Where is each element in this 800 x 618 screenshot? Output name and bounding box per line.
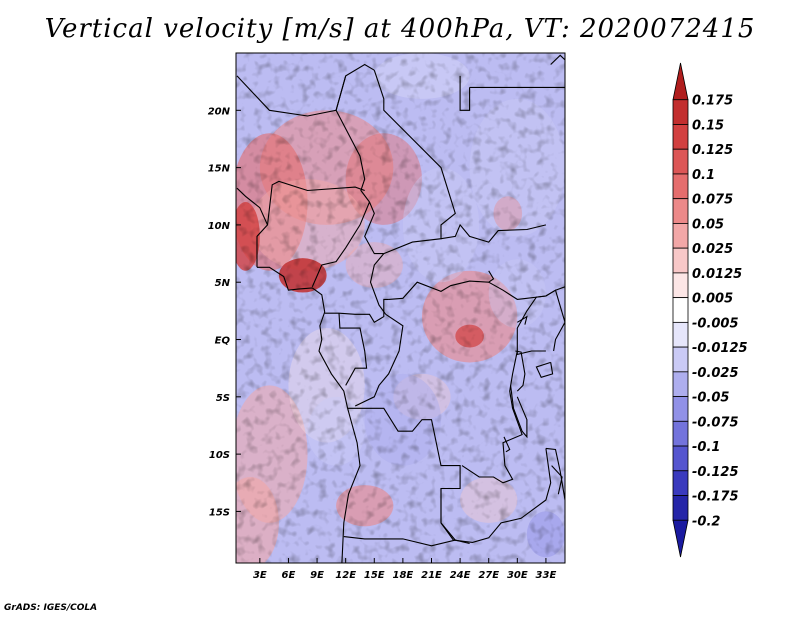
border-car-south bbox=[388, 270, 495, 300]
lon-tick-label: 30E bbox=[507, 570, 528, 581]
lon-tick-label: 12E bbox=[335, 570, 356, 581]
colorbar-label: -0.025 bbox=[692, 366, 739, 381]
colorbar-label: -0.125 bbox=[692, 465, 739, 480]
colorbar-segment bbox=[672, 519, 689, 558]
map-frame bbox=[235, 52, 566, 564]
colorbar-segment bbox=[672, 495, 689, 521]
lon-tick-label: 21E bbox=[421, 570, 442, 581]
colorbar-label: -0.175 bbox=[692, 490, 739, 505]
country-borders bbox=[236, 54, 565, 563]
border-congo-drc bbox=[354, 313, 404, 407]
coastline bbox=[257, 266, 361, 563]
border-gabon-congo bbox=[338, 313, 368, 386]
border-chad-west bbox=[335, 75, 384, 255]
colorbar-label: -0.1 bbox=[692, 440, 720, 455]
lake-victoria bbox=[535, 361, 554, 378]
colorbar-segment bbox=[672, 470, 689, 496]
colorbar-label: -0.0125 bbox=[692, 341, 748, 356]
latitude-axis: 20N 15N 10N 5N EQ 5S 10S 15S bbox=[208, 106, 241, 518]
lat-tick-label: 5S bbox=[216, 393, 230, 404]
lon-tick-label: 18E bbox=[393, 570, 414, 581]
colorbar: 0.175 0.15 0.125 0.1 0.075 0.05 0.025 0.0125 0.0… bbox=[672, 62, 748, 558]
border-nigeria-north bbox=[266, 180, 365, 225]
grads-credit: GrADS: IGES/COLA bbox=[4, 603, 98, 613]
lat-tick-label: 15N bbox=[208, 164, 231, 175]
field-noise bbox=[236, 53, 565, 563]
colorbar-segment bbox=[672, 445, 689, 472]
lat-tick-label: 10S bbox=[209, 450, 230, 461]
border-zambia bbox=[440, 448, 552, 543]
colorbar-segment bbox=[672, 297, 689, 323]
colorbar-label: -0.075 bbox=[692, 415, 739, 430]
lon-tick-label: 33E bbox=[536, 570, 557, 581]
colorbar-label: -0.2 bbox=[692, 514, 720, 529]
colorbar-label: 0.125 bbox=[692, 143, 733, 158]
border-chad-east bbox=[373, 70, 456, 255]
colorbar-segment bbox=[672, 247, 689, 274]
colorbar-label: 0.05 bbox=[692, 217, 724, 232]
lake-tanganyika bbox=[510, 385, 528, 439]
colorbar-segment bbox=[672, 62, 689, 101]
border-car-west bbox=[369, 253, 387, 315]
border-malawi bbox=[545, 447, 565, 501]
lat-tick-label: 15S bbox=[209, 507, 230, 518]
colorbar-segment bbox=[672, 396, 689, 422]
border-rwanda-burundi bbox=[515, 350, 526, 392]
colorbar-segment bbox=[672, 321, 689, 348]
coast-north-east bbox=[550, 54, 565, 65]
border-benin bbox=[236, 187, 269, 268]
lat-tick-label: 20N bbox=[208, 106, 231, 117]
colorbar-label: 0.025 bbox=[692, 242, 733, 257]
lake-malawi bbox=[551, 465, 563, 495]
border-drc-east bbox=[461, 350, 523, 484]
colorbar-segment bbox=[672, 223, 689, 249]
colorbar-label: 0.15 bbox=[692, 118, 724, 133]
lat-tick-label: 5N bbox=[215, 278, 231, 289]
colorbar-segment bbox=[672, 148, 689, 175]
colorbar-segment bbox=[672, 346, 689, 373]
colorbar-segment bbox=[672, 198, 689, 224]
colorbar-segment bbox=[672, 272, 689, 299]
plot-title: Vertical velocity [m/s] at 400hPa, VT: 2… bbox=[44, 14, 756, 44]
lat-tick-label: 10N bbox=[208, 221, 231, 232]
colorbar-segment bbox=[672, 371, 689, 397]
lon-tick-label: 15E bbox=[364, 570, 385, 581]
colorbar-label: 0.175 bbox=[692, 94, 733, 109]
lon-tick-label: 9E bbox=[310, 570, 324, 581]
colorbar-label: -0.005 bbox=[692, 316, 739, 331]
lon-tick-label: 24E bbox=[450, 570, 471, 581]
colorbar-segment bbox=[672, 173, 689, 200]
colorbar-label: 0.1 bbox=[692, 168, 715, 183]
colorbar-segment bbox=[672, 99, 689, 125]
lon-tick-label: 27E bbox=[478, 570, 499, 581]
colorbar-label: 0.0125 bbox=[692, 267, 742, 282]
colorbar-label: 0.075 bbox=[692, 193, 733, 208]
border-south-sudan-north bbox=[440, 223, 547, 243]
lon-tick-label: 3E bbox=[253, 570, 267, 581]
colorbar-label: -0.05 bbox=[692, 391, 729, 406]
border-cameroon-south bbox=[324, 298, 389, 324]
border-cameroon-nigeria bbox=[311, 201, 371, 288]
colorbar-segment bbox=[672, 124, 689, 150]
border-uganda bbox=[516, 289, 565, 356]
lake-albert bbox=[517, 315, 528, 325]
border-egypt-libya bbox=[459, 75, 471, 111]
velocity-field bbox=[236, 53, 565, 563]
colorbar-label: 0.005 bbox=[692, 292, 733, 307]
colorbar-segment bbox=[672, 420, 689, 447]
lat-tick-label: EQ bbox=[215, 336, 231, 347]
longitude-axis: 3E 6E 9E 12E 15E 18E 21E 24E 27E 30E 33E bbox=[253, 558, 557, 581]
lon-tick-label: 6E bbox=[282, 570, 296, 581]
lake-mweru bbox=[503, 436, 511, 453]
